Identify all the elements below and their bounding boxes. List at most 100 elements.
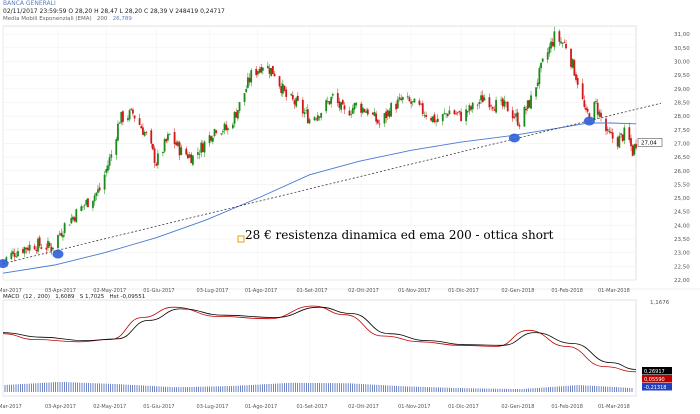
candle-body	[328, 101, 331, 105]
candle-body	[506, 101, 509, 112]
price-tick-label: 23,00	[674, 251, 690, 257]
price-x-tick-label: 01-Nov-2017	[398, 288, 430, 294]
candle-body	[546, 52, 549, 60]
candle-body	[513, 116, 516, 118]
candle-body	[340, 102, 343, 110]
bar-volume: V 248419	[169, 8, 199, 15]
last-price-label: 27,04	[641, 140, 657, 146]
price-tick-label: 30,50	[674, 46, 690, 52]
candle-body	[280, 86, 283, 93]
candle-body	[208, 135, 211, 144]
candle-body	[560, 41, 562, 44]
candle-body	[493, 109, 496, 111]
price-tick-label: 29,50	[674, 73, 690, 79]
candle-body	[596, 102, 599, 115]
macd-x-tick-label: 01-Set-2017	[297, 404, 328, 410]
candle-body	[610, 131, 612, 133]
candle-body	[215, 130, 218, 133]
candle-body	[15, 256, 18, 258]
candle-body	[621, 134, 624, 142]
macd-x-tick-label: 03-Lug-2017	[197, 404, 229, 410]
candle-body	[22, 249, 24, 253]
candle-body	[630, 138, 632, 147]
macd-x-tick-label: 01-Mar-2017	[0, 404, 22, 410]
candle-body	[57, 235, 59, 248]
candle-body	[540, 62, 542, 69]
candle-body	[28, 244, 31, 251]
price-x-tick-label: 01-Dic-2017	[448, 288, 479, 294]
candle-body	[385, 111, 388, 119]
candle-body	[396, 99, 399, 109]
candle-body	[192, 155, 194, 165]
candle-body	[271, 65, 274, 75]
macd-value: 1,6089	[55, 294, 75, 300]
candle-body	[526, 100, 529, 109]
candle-body	[200, 142, 203, 153]
candle-body	[68, 224, 71, 226]
candle-body	[122, 111, 124, 122]
candle-body	[283, 85, 286, 91]
last-price-box	[637, 138, 663, 147]
macd-x-tick-label: 01-Ago-2017	[245, 404, 277, 410]
candle-body	[316, 115, 319, 121]
candle-body	[608, 130, 611, 133]
candle-body	[355, 102, 358, 106]
trend-line	[2, 102, 662, 264]
candle-body	[635, 143, 637, 149]
candle-body	[281, 83, 284, 94]
candle-body	[210, 136, 213, 141]
candle-body	[295, 97, 298, 107]
candle-body	[593, 101, 596, 120]
candle-body	[167, 134, 169, 141]
candle-body	[465, 109, 467, 122]
candle-body	[236, 110, 239, 119]
candle-body	[481, 95, 484, 103]
candle-body	[371, 112, 374, 115]
candle-body	[538, 68, 541, 85]
candle-body	[363, 109, 366, 112]
candle-body	[201, 143, 204, 152]
candle-body	[445, 113, 447, 115]
hist-value: -0,09551	[120, 294, 146, 300]
annotation-anchor[interactable]	[237, 235, 245, 243]
candle-body	[260, 67, 263, 73]
bar-close: C 28,39	[144, 8, 168, 15]
touch-marker	[52, 249, 64, 259]
candle-body	[501, 98, 504, 107]
candle-body	[618, 135, 621, 148]
candle-body	[398, 97, 401, 100]
candle-body	[165, 138, 168, 142]
candle-body	[211, 137, 214, 142]
candle-body	[565, 43, 567, 49]
candle-body	[320, 113, 323, 118]
candle-body	[58, 233, 61, 235]
macd-value-label: 0,26917	[644, 369, 665, 375]
candle-body	[188, 154, 191, 158]
candle-body	[177, 141, 179, 146]
candle-body	[331, 94, 334, 96]
price-tick-label: 25,50	[674, 182, 690, 188]
candle-body	[491, 107, 494, 109]
candle-body	[528, 100, 531, 108]
candle-body	[410, 101, 413, 104]
price-x-tick-label: 01-Mar-2017	[0, 288, 22, 294]
candle-body	[133, 115, 136, 119]
candle-body	[628, 127, 631, 140]
candle-body	[585, 107, 587, 111]
price-x-tick-label: 03-Apr-2017	[45, 288, 76, 294]
candle-body	[256, 71, 259, 75]
candle-body	[142, 127, 144, 135]
candle-body	[190, 154, 193, 164]
candle-body	[115, 139, 118, 155]
candle-body	[468, 105, 471, 112]
candle-body	[315, 118, 318, 120]
candle-body	[376, 119, 379, 124]
candle-body	[127, 118, 129, 121]
candle-body	[98, 187, 101, 191]
macd-line	[2, 305, 637, 373]
price-x-tick-label: 02-Ott-2017	[348, 288, 379, 294]
candle-body	[365, 111, 368, 113]
bar-time: 23:59:59	[39, 8, 67, 15]
candle-body	[178, 142, 181, 156]
